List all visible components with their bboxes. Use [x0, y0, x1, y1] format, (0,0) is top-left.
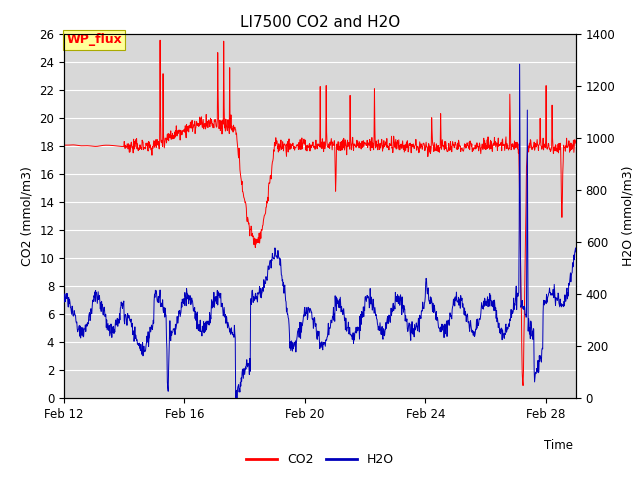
Y-axis label: H2O (mmol/m3): H2O (mmol/m3) [621, 166, 634, 266]
Text: Time: Time [544, 439, 573, 452]
Y-axis label: CO2 (mmol/m3): CO2 (mmol/m3) [20, 166, 34, 266]
Text: WP_flux: WP_flux [67, 34, 122, 47]
Title: LI7500 CO2 and H2O: LI7500 CO2 and H2O [240, 15, 400, 30]
Legend: CO2, H2O: CO2, H2O [241, 448, 399, 471]
